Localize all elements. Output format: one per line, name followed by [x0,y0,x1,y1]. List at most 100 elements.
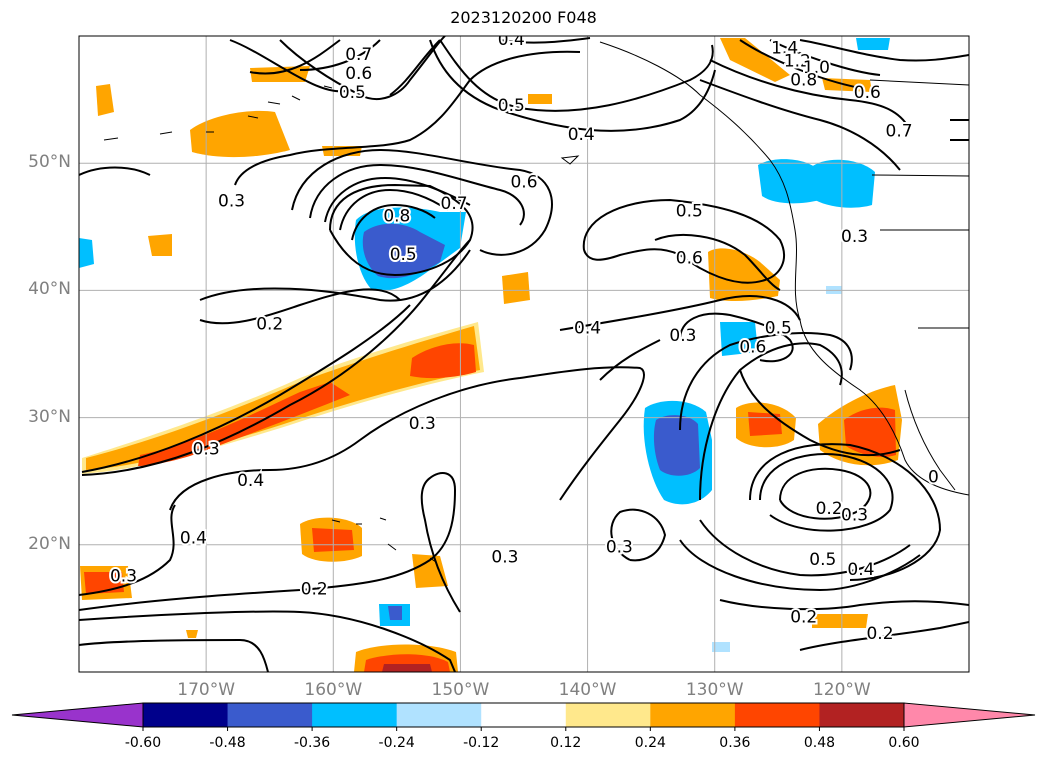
shading-layer [79,38,902,672]
contour-label: 0.3 [606,537,633,557]
contour-label: 0.2 [816,499,843,519]
shading-orange [96,84,114,116]
contour-label: 0.3 [218,191,245,211]
contour-label: 0 [928,467,939,487]
colorbar-bin [312,703,398,727]
latitude-tick-label: 50°N [28,152,71,173]
colorbar-bin [650,703,736,727]
shading-blue [388,606,402,620]
contour-label: 0.5 [390,245,417,265]
colorbar-bin [143,703,229,727]
contour-label: 0.2 [790,607,817,627]
colorbar-frame [142,702,905,728]
longitude-tick-label: 120°W [812,680,871,700]
contour-labels: 0.70.60.50.40.50.41.41.21.00.80.60.70.30… [108,30,941,646]
shading-orange [412,554,448,588]
contour-label: 0.3 [409,414,436,434]
shading-orange [528,94,552,104]
colorbar [11,702,1036,731]
latitude-tick-label: 30°N [28,406,71,427]
contour-label: 0.8 [383,207,410,227]
shading-orange [250,66,310,82]
colorbar-extend-low [11,702,144,728]
longitude-tick-label: 130°W [685,680,744,700]
contour-label: 0.4 [237,471,264,491]
colorbar-bin [481,703,567,727]
shading-lightblue [810,159,875,208]
contour-label: 0.3 [193,439,220,459]
contour-label: 0.4 [574,319,601,339]
longitude-tick-label: 150°W [431,680,490,700]
colorbar-tick-label: -0.12 [463,735,500,751]
contour-label: 0.4 [568,125,595,145]
contour-label: 0.3 [110,567,137,587]
contour-label: 0.5 [498,96,525,116]
contour-label: 0.3 [841,506,868,526]
contour-label: 0.2 [301,579,328,599]
graticule [79,36,969,672]
contour-label: 0.2 [866,624,893,644]
colorbar-tick-label: -0.36 [293,735,331,751]
contour-label: 0.4 [498,30,525,50]
shading-orange [190,110,290,158]
longitude-tick-label: 170°W [177,680,236,700]
contour-label: 0.7 [345,45,372,65]
shading-palblue [712,642,730,652]
coastline [103,41,969,563]
contour-label: 0.5 [765,319,792,339]
colorbar-tick-label: 0.24 [634,735,666,751]
shading-lightblue [720,322,758,356]
shading-blue [653,415,700,476]
colorbar-bin [565,703,651,727]
contour-label: 0.7 [886,121,913,141]
colorbar-tick-label: 0.48 [803,735,836,751]
shading-red [138,382,350,466]
colorbar-tick-label: -0.60 [124,735,162,751]
colorbar-extend-high [903,702,1036,728]
shading-orange [708,248,780,302]
shading-orange [148,234,172,256]
contour-layer [79,36,969,672]
colorbar-tick-label: -0.24 [378,735,415,751]
shading-lightblue [856,38,890,50]
contour-label: 0.5 [809,550,836,570]
contour-label: 1.2 [784,51,811,71]
map-title: 2023120200 F048 [450,8,597,27]
shading-red [844,407,896,457]
contour-label: 0.6 [676,249,703,269]
colorbar-bin [819,703,905,727]
shading-orange [720,38,790,82]
shading-orange [502,272,530,304]
shading-red [748,412,782,436]
contour-label: 0.8 [790,71,817,91]
contour-label: 0.6 [510,172,537,192]
plot-frame [78,35,970,673]
contour-label: 0.5 [339,83,366,103]
colorbar-tick-label: 0.60 [888,735,920,751]
colorbar-tick-label: -0.48 [209,735,246,751]
contour-label: 1.4 [771,39,798,59]
longitude-tick-label: 160°W [304,680,363,700]
contour-label: 0.6 [739,338,766,358]
latitude-tick-label: 20°N [28,533,71,554]
shading-orange [86,326,480,470]
contour-label: 1.0 [803,58,830,78]
contour-label: 0.3 [841,227,868,247]
shading-orange [186,630,198,638]
shading-blue [362,223,445,279]
contour-label: 0.4 [180,528,207,548]
shading-lightblue [79,238,94,268]
colorbar-tick-label: 0.36 [719,735,751,751]
contour-label: 0.7 [441,194,468,214]
contour-label: 0.4 [847,560,874,580]
longitude-tick-label: 140°W [558,680,617,700]
colorbar-tick-label: 0.12 [550,735,582,751]
shading-lightblue [758,159,820,204]
contour-label: 0.6 [854,83,881,103]
contour-label: 0.3 [491,548,518,568]
shading-red [410,343,476,379]
shading-orange [812,614,868,628]
contour-label: 0.2 [256,315,283,335]
colorbar-bin [396,703,482,727]
